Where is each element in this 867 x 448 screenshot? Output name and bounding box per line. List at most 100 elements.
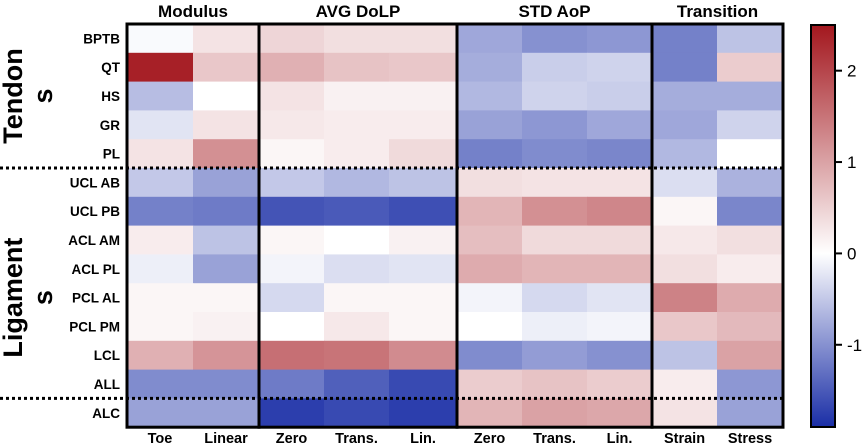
- heatmap-cell: [259, 340, 325, 371]
- heatmap-cell: [389, 369, 458, 399]
- heatmap-cell: [324, 340, 390, 371]
- heatmap-cell: [389, 283, 458, 313]
- heatmap-cell: [259, 24, 325, 54]
- column-label: Lin.: [607, 431, 633, 447]
- row-label: GR: [100, 118, 121, 133]
- heatmap-cell: [259, 398, 325, 428]
- heatmap-cell: [457, 312, 523, 342]
- heatmap-cell: [127, 139, 194, 169]
- row-label: ACL AM: [68, 233, 120, 248]
- row-label: ALL: [94, 377, 120, 392]
- heatmap-cell: [457, 398, 523, 428]
- row-label: PCL PM: [69, 319, 120, 334]
- heatmap-cell: [522, 254, 588, 284]
- heatmap-cell: [457, 110, 523, 140]
- heatmap-cell: [717, 168, 784, 198]
- heatmap-cell: [324, 225, 390, 255]
- heatmap-cell: [522, 283, 588, 313]
- colorbar-tick-label: 2: [847, 62, 856, 81]
- heatmap-cell: [259, 225, 325, 255]
- heatmap-cell: [457, 139, 523, 169]
- heatmap-cell: [389, 340, 458, 371]
- heatmap-cell: [652, 398, 718, 428]
- row-group-label: s: [28, 88, 58, 103]
- heatmap-cell: [587, 139, 653, 169]
- heatmap-cell: [587, 81, 653, 111]
- heatmap-cell: [193, 196, 260, 227]
- heatmap-cell: [193, 254, 260, 284]
- heatmap-cell: [652, 24, 718, 54]
- heatmap-cell: [127, 398, 194, 428]
- column-label: Zero: [276, 431, 308, 447]
- heatmap-cell: [717, 225, 784, 255]
- heatmap-cell: [457, 196, 523, 227]
- heatmap-cell: [127, 254, 194, 284]
- column-group-label: Modulus: [158, 2, 228, 21]
- heatmap-cell: [587, 24, 653, 54]
- heatmap-cell: [457, 225, 523, 255]
- heatmap-cell: [193, 369, 260, 399]
- column-label: Toe: [148, 431, 173, 447]
- heatmap-cell: [127, 196, 194, 227]
- heatmap-cell: [259, 139, 325, 169]
- heatmap-cell: [324, 283, 390, 313]
- heatmap-cell: [193, 139, 260, 169]
- heatmap-cell: [652, 340, 718, 371]
- heatmap-cell: [324, 398, 390, 428]
- heatmap-cell: [587, 225, 653, 255]
- heatmap-cell: [324, 168, 390, 198]
- colorbar-tick-label: 0: [847, 244, 856, 263]
- column-label: Strain: [664, 431, 705, 447]
- heatmap-cell: [324, 312, 390, 342]
- row-label: ALC: [92, 406, 120, 421]
- row-label: BPTB: [83, 31, 120, 46]
- column-labels: Toe Linear Zero Trans. Lin. Zero Trans. Lin. Str…: [148, 431, 773, 447]
- column-label: Lin.: [410, 431, 436, 447]
- heatmap-cell: [587, 369, 653, 399]
- heatmap-cell: [259, 283, 325, 313]
- heatmap-cell: [259, 369, 325, 399]
- heatmap-cell: [652, 369, 718, 399]
- heatmap-cell: [717, 312, 784, 342]
- colorbar-tick-label: 1: [847, 153, 856, 172]
- heatmap-cell: [522, 340, 588, 371]
- heatmap-cell: [652, 110, 718, 140]
- heatmap-cell: [389, 196, 458, 227]
- heatmap-cell: [652, 81, 718, 111]
- heatmap-cell: [587, 283, 653, 313]
- heatmap-cell: [587, 398, 653, 428]
- heatmap-cell: [652, 139, 718, 169]
- heatmap-cell: [652, 312, 718, 342]
- heatmap-cell: [127, 369, 194, 399]
- heatmap-cell: [717, 196, 784, 227]
- heatmap-cell: [389, 81, 458, 111]
- heatmap-cell: [324, 139, 390, 169]
- heatmap-cell: [193, 52, 260, 83]
- colorbar-gradient: [810, 24, 836, 428]
- heatmap-cell: [127, 81, 194, 111]
- heatmap-cell: [522, 110, 588, 140]
- heatmap-cell: [127, 312, 194, 342]
- colorbar-ticks: -1 0 1 2: [835, 62, 862, 355]
- row-label: UCL PB: [70, 204, 120, 219]
- row-label: QT: [101, 60, 121, 75]
- heatmap-cell: [587, 254, 653, 284]
- heatmap-cell: [127, 110, 194, 140]
- heatmap-cell: [717, 283, 784, 313]
- heatmap-cell: [457, 283, 523, 313]
- heatmap-cell: [127, 168, 194, 198]
- row-label: PCL AL: [72, 291, 120, 306]
- heatmap-cell: [652, 168, 718, 198]
- row-label: LCL: [94, 348, 120, 363]
- heatmap-cell: [259, 168, 325, 198]
- heatmap-cell: [324, 196, 390, 227]
- heatmap-cell: [259, 81, 325, 111]
- heatmap-cell: [587, 52, 653, 83]
- heatmap-cell: [652, 196, 718, 227]
- heatmap-cell: [457, 81, 523, 111]
- heatmap-cell: [389, 312, 458, 342]
- heatmap-cell: [193, 283, 260, 313]
- heatmap-cell: [259, 196, 325, 227]
- heatmap-cell: [259, 110, 325, 140]
